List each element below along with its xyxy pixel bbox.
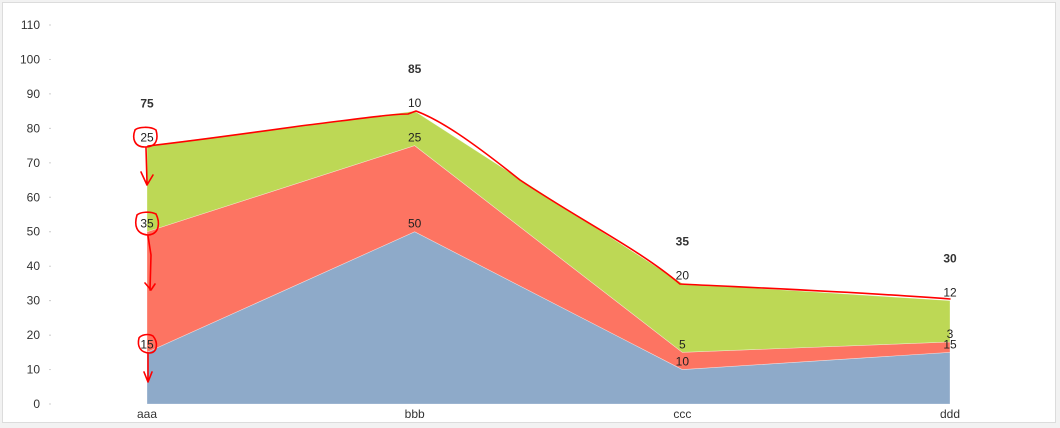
y-tick-label: 70 (27, 156, 41, 170)
data-label: 5 (679, 337, 686, 351)
x-tick-label: ccc (673, 407, 691, 421)
annotation-stroke (143, 352, 153, 383)
annotation-stroke (147, 110, 951, 300)
y-tick-mark (49, 265, 51, 267)
x-tick-label: ddd (940, 407, 960, 421)
annotation-stroke (132, 126, 158, 148)
data-label: 3 (947, 327, 954, 341)
data-label: 20 (676, 268, 690, 282)
y-tick-label: 60 (27, 190, 41, 204)
data-label: 10 (408, 96, 422, 110)
y-tick-label: 80 (27, 121, 41, 135)
total-label: 75 (140, 97, 154, 111)
y-tick-label: 30 (27, 294, 41, 308)
data-label: 50 (408, 217, 422, 231)
x-tick-label: bbb (405, 407, 425, 421)
y-tick-mark (49, 58, 51, 61)
y-tick-mark (49, 93, 51, 95)
data-label: 25 (140, 131, 154, 145)
y-tick-mark (49, 196, 51, 198)
area-series-3 (146, 110, 951, 353)
y-tick-label: 20 (27, 328, 41, 342)
y-tick-mark (49, 300, 51, 302)
y-tick-mark (49, 127, 51, 129)
y-tick-label: 0 (33, 397, 40, 411)
y-tick-mark (49, 162, 51, 164)
y-tick-label: 40 (27, 259, 41, 273)
y-tick-mark (49, 24, 51, 26)
x-tick-label: aaa (137, 407, 157, 421)
total-label: 85 (408, 62, 422, 76)
data-label: 10 (676, 355, 690, 369)
y-tick-mark (49, 334, 51, 336)
data-label: 12 (943, 286, 957, 300)
annotation-stroke (137, 333, 158, 354)
y-tick-mark (49, 368, 51, 371)
y-tick-label: 50 (27, 225, 41, 239)
y-tick-label: 110 (21, 18, 40, 32)
y-tick-label: 90 (27, 87, 41, 101)
data-label: 15 (140, 337, 154, 351)
total-label: 35 (676, 234, 690, 248)
y-tick-label: 100 (20, 52, 40, 66)
annotation-stroke (134, 211, 160, 236)
annotation-stroke (144, 235, 156, 291)
data-label: 35 (140, 217, 154, 231)
data-label: 25 (408, 131, 422, 145)
total-label: 30 (943, 252, 957, 266)
y-tick-label: 10 (27, 363, 41, 377)
y-tick-mark (49, 403, 51, 405)
annotation-stroke (140, 147, 154, 186)
y-tick-mark (49, 231, 51, 233)
data-label: 15 (943, 337, 957, 351)
